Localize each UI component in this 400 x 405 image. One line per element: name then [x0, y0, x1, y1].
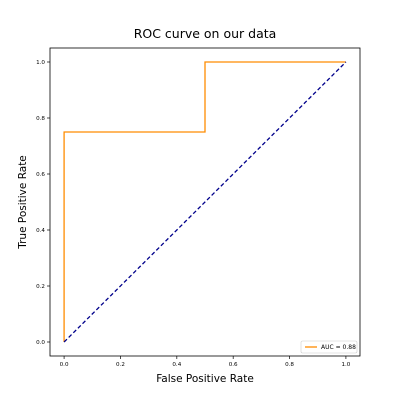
- legend-label: AUC = 0.88: [321, 344, 356, 351]
- x-tick-label: 0.0: [60, 362, 69, 368]
- plot-frame: [49, 47, 361, 357]
- y-tick-label: 0.6: [36, 172, 45, 178]
- plot-area: 0.0 0.2 0.4 0.6 0.8 1.0 0.0 0.2 0.4 0.6 0.8 1.0 AU…: [36, 47, 361, 368]
- x-tick-label: 1.0: [341, 362, 350, 368]
- chart-title: ROC curve on our data: [134, 26, 277, 41]
- chance-diagonal-line: [63, 61, 347, 343]
- x-tick-label: 0.6: [229, 362, 238, 368]
- x-tick-label: 0.4: [172, 362, 181, 368]
- x-tick-label: 0.8: [285, 362, 294, 368]
- y-axis-label: True Positive Rate: [17, 155, 29, 250]
- x-axis-label: False Positive Rate: [156, 373, 254, 385]
- y-tick-label: 0.2: [36, 284, 45, 290]
- x-tick-label: 0.2: [116, 362, 125, 368]
- x-axis: 0.0 0.2 0.4 0.6 0.8 1.0: [60, 356, 351, 368]
- legend-box: [300, 340, 358, 354]
- y-tick-label: 0.0: [36, 340, 45, 346]
- y-tick-label: 0.8: [36, 116, 45, 122]
- y-tick-label: 1.0: [36, 60, 45, 66]
- legend: AUC = 0.88: [300, 340, 358, 354]
- y-axis: 0.0 0.2 0.4 0.6 0.8 1.0: [36, 60, 50, 346]
- y-tick-label: 0.4: [36, 228, 45, 234]
- roc-curve-line: [63, 61, 346, 342]
- series-layer: [63, 61, 347, 343]
